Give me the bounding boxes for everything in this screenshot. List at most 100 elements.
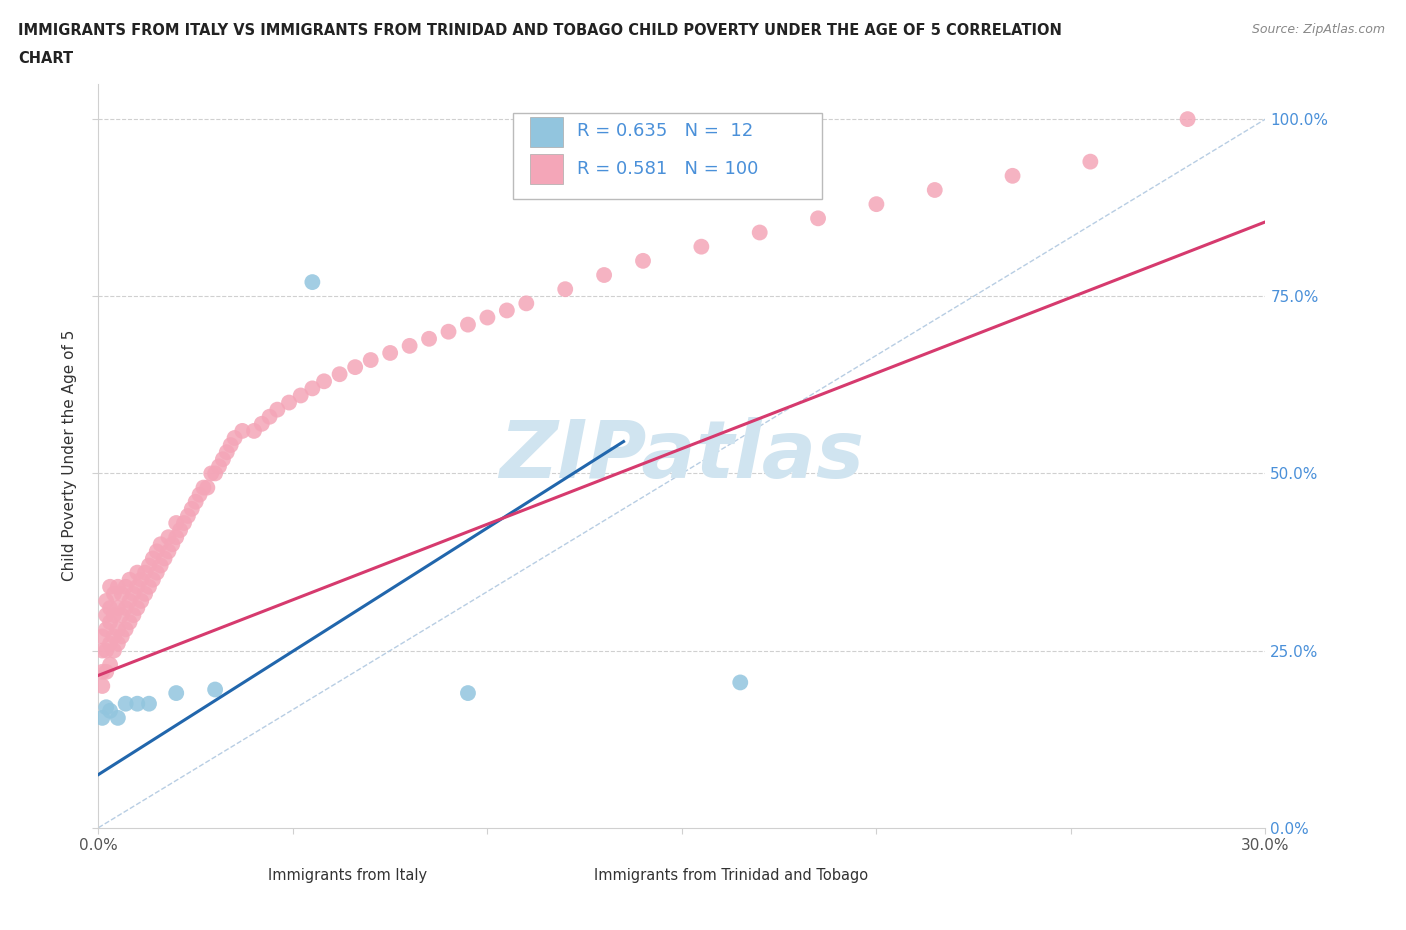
Point [103, 644, 125, 658]
Point [114, 601, 136, 616]
Point [219, 438, 242, 453]
Point [142, 572, 165, 587]
Point [477, 310, 499, 325]
Point [96, 622, 118, 637]
Point [114, 579, 136, 594]
Point [495, 303, 517, 318]
Point [204, 466, 226, 481]
Point [103, 587, 125, 602]
Point [134, 565, 156, 580]
Point [437, 325, 460, 339]
Point [204, 682, 226, 697]
Point [807, 211, 830, 226]
Point [457, 317, 479, 332]
Point [224, 431, 246, 445]
Text: Source: ZipAtlas.com: Source: ZipAtlas.com [1251, 23, 1385, 36]
Point [243, 423, 266, 438]
Point [865, 197, 887, 212]
Point [200, 466, 222, 481]
Point [212, 452, 235, 467]
Text: CHART: CHART [18, 51, 73, 66]
Point [149, 537, 172, 551]
Point [98, 636, 121, 651]
Point [91, 711, 114, 725]
Point [129, 593, 152, 608]
Point [378, 346, 402, 361]
Point [142, 551, 165, 565]
Point [122, 607, 145, 622]
Point [127, 601, 149, 616]
Point [114, 622, 136, 637]
Point [138, 558, 160, 573]
Point [129, 572, 152, 587]
Point [290, 388, 312, 403]
Text: R = 0.581   N = 100: R = 0.581 N = 100 [576, 160, 758, 178]
Point [118, 572, 141, 587]
Point [91, 629, 114, 644]
Point [98, 615, 121, 630]
Point [250, 417, 273, 432]
Bar [560, 865, 585, 885]
Bar [530, 154, 562, 184]
Point [173, 515, 195, 530]
Point [730, 675, 752, 690]
Point [98, 703, 121, 718]
Point [278, 395, 301, 410]
Point [111, 607, 134, 622]
Point [127, 697, 149, 711]
Bar [530, 117, 562, 147]
Point [184, 495, 207, 510]
Point [231, 423, 253, 438]
Point [127, 579, 149, 594]
Bar [232, 865, 259, 885]
Point [193, 480, 215, 495]
Point [1001, 168, 1024, 183]
Point [165, 530, 187, 545]
Point [98, 601, 121, 616]
Point [631, 253, 654, 268]
Point [111, 629, 134, 644]
Point [91, 664, 114, 679]
Point [111, 587, 134, 602]
Point [301, 274, 323, 289]
Point [107, 711, 129, 725]
Bar [513, 113, 823, 199]
Point [146, 565, 169, 580]
Point [127, 565, 149, 580]
Point [593, 268, 616, 283]
Point [134, 587, 156, 602]
Point [91, 644, 114, 658]
Point [138, 579, 160, 594]
Text: Immigrants from Trinidad and Tobago: Immigrants from Trinidad and Tobago [595, 868, 869, 883]
Point [98, 658, 121, 672]
Point [96, 664, 118, 679]
Point [162, 537, 184, 551]
Point [103, 607, 125, 622]
Point [215, 445, 238, 459]
Point [180, 501, 202, 516]
Point [107, 636, 129, 651]
Point [153, 551, 176, 565]
Point [146, 544, 169, 559]
Point [157, 544, 180, 559]
Point [344, 360, 367, 375]
Text: IMMIGRANTS FROM ITALY VS IMMIGRANTS FROM TRINIDAD AND TOBAGO CHILD POVERTY UNDER: IMMIGRANTS FROM ITALY VS IMMIGRANTS FROM… [18, 23, 1062, 38]
Point [96, 607, 118, 622]
Point [96, 644, 118, 658]
Point [122, 587, 145, 602]
Text: Immigrants from Italy: Immigrants from Italy [267, 868, 427, 883]
Point [748, 225, 770, 240]
Point [259, 409, 281, 424]
Point [515, 296, 537, 311]
Point [188, 487, 211, 502]
Point [329, 366, 352, 381]
Text: R = 0.635   N =  12: R = 0.635 N = 12 [576, 123, 754, 140]
Point [138, 697, 160, 711]
Y-axis label: Child Poverty Under the Age of 5: Child Poverty Under the Age of 5 [62, 330, 77, 581]
Point [195, 480, 218, 495]
Point [107, 622, 129, 637]
Point [360, 352, 382, 367]
Point [96, 699, 118, 714]
Point [266, 402, 288, 417]
Point [149, 558, 172, 573]
